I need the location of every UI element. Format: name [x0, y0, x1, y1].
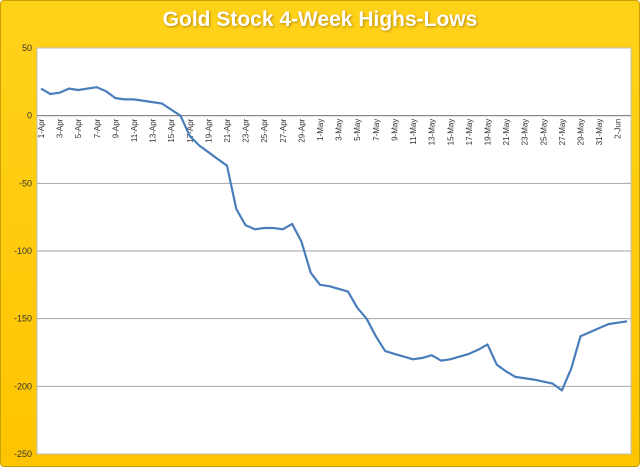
- x-tick-label: 17-Apr: [186, 118, 195, 142]
- x-tick-label: 29-May: [576, 119, 585, 146]
- y-tick-label: 50: [22, 43, 32, 53]
- x-tick-label: 19-Apr: [204, 118, 213, 142]
- x-tick-label: 1-Apr: [37, 118, 46, 138]
- y-tick-label: 0: [27, 111, 32, 121]
- x-tick-label: 7-May: [372, 119, 381, 141]
- x-tick-label: 27-Apr: [279, 118, 288, 142]
- x-tick-label: 21-May: [502, 119, 511, 146]
- x-tick-label: 7-Apr: [93, 118, 102, 138]
- x-tick-label: 5-May: [353, 119, 362, 141]
- x-tick-label: 31-May: [595, 119, 604, 146]
- x-tick-label: 13-Apr: [149, 118, 158, 142]
- x-tick-label: 23-May: [521, 119, 530, 146]
- x-tick-label: 5-Apr: [74, 118, 83, 138]
- x-axis: 1-Apr 3-Apr 5-Apr 7-Apr 9-Apr 11-Apr 13-Apr 15-…: [37, 115, 631, 146]
- y-tick-label: -150: [14, 314, 32, 324]
- y-tick-label: -100: [14, 246, 32, 256]
- x-tick-label: 29-Apr: [297, 118, 306, 142]
- x-tick-label: 11-May: [409, 119, 418, 145]
- x-tick-label: 11-Apr: [130, 118, 139, 142]
- x-tick-label: 21-Apr: [223, 118, 232, 142]
- x-tick-label: 1-May: [316, 119, 325, 141]
- x-tick-label: 17-May: [465, 119, 474, 146]
- x-tick-label: 27-May: [558, 119, 567, 146]
- x-tick-label: 3-May: [335, 119, 344, 141]
- series-line: [40, 86, 628, 392]
- y-tick-label: -50: [19, 178, 32, 188]
- x-tick-label: 9-May: [390, 119, 399, 141]
- x-tick-label: 3-Apr: [56, 118, 65, 138]
- x-tick-label: 2-Jun: [614, 119, 623, 139]
- x-tick-label: 15-Apr: [167, 118, 176, 142]
- chart-title: Gold Stock 4-Week Highs-Lows: [162, 8, 478, 31]
- series-group: [40, 86, 628, 392]
- x-tick-label: 9-Apr: [111, 118, 120, 138]
- y-axis: 50 0 -50 -100 -150 -200 -250: [14, 43, 32, 459]
- x-tick-label: 25-May: [539, 119, 548, 146]
- x-tick-label: 25-Apr: [260, 118, 269, 142]
- x-tick-label: 23-Apr: [242, 118, 251, 142]
- x-tick-label: 13-May: [428, 119, 437, 146]
- y-tick-label: -200: [14, 381, 32, 391]
- y-tick-label: -250: [14, 449, 32, 459]
- x-tick-label: 19-May: [483, 119, 492, 146]
- x-tick-label: 15-May: [446, 119, 455, 146]
